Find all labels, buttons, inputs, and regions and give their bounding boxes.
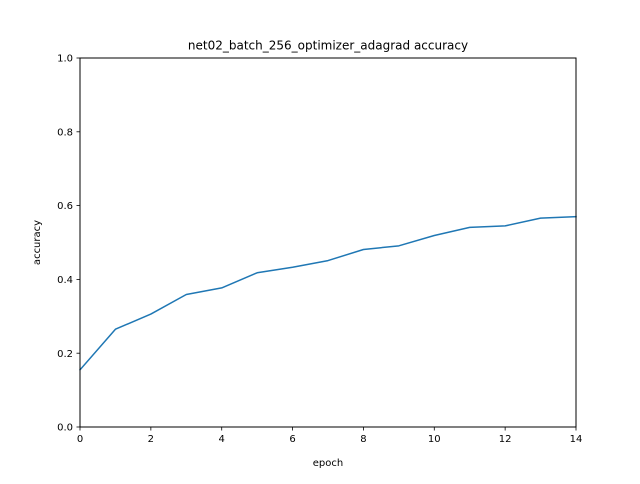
y-axis-ticks: 0.0 0.2 0.4 0.6 0.8 1.0: [57, 54, 80, 434]
y-axis-label: accuracy: [32, 220, 43, 265]
accuracy-series-line: [80, 217, 576, 370]
y-tick-label: 0.4: [57, 275, 73, 286]
x-tick-label: 6: [289, 434, 295, 445]
x-tick-label: 4: [219, 434, 225, 445]
x-tick-label: 14: [570, 434, 583, 445]
y-tick-label: 0.6: [57, 201, 73, 212]
y-tick-label: 0.0: [57, 423, 73, 434]
x-tick-label: 2: [148, 434, 154, 445]
plot-frame: [80, 58, 576, 427]
chart-title: net02_batch_256_optimizer_adagrad accura…: [188, 39, 468, 53]
y-tick-label: 0.2: [57, 349, 73, 360]
x-tick-label: 0: [77, 434, 83, 445]
x-tick-label: 8: [360, 434, 366, 445]
y-tick-label: 1.0: [57, 54, 73, 65]
x-axis-ticks: 0 2 4 6 8 10 12 14: [77, 427, 583, 445]
y-tick-label: 0.8: [57, 127, 73, 138]
series-layer: [80, 217, 576, 370]
x-tick-label: 10: [428, 434, 441, 445]
x-axis-label: epoch: [313, 458, 343, 469]
x-tick-label: 12: [499, 434, 512, 445]
